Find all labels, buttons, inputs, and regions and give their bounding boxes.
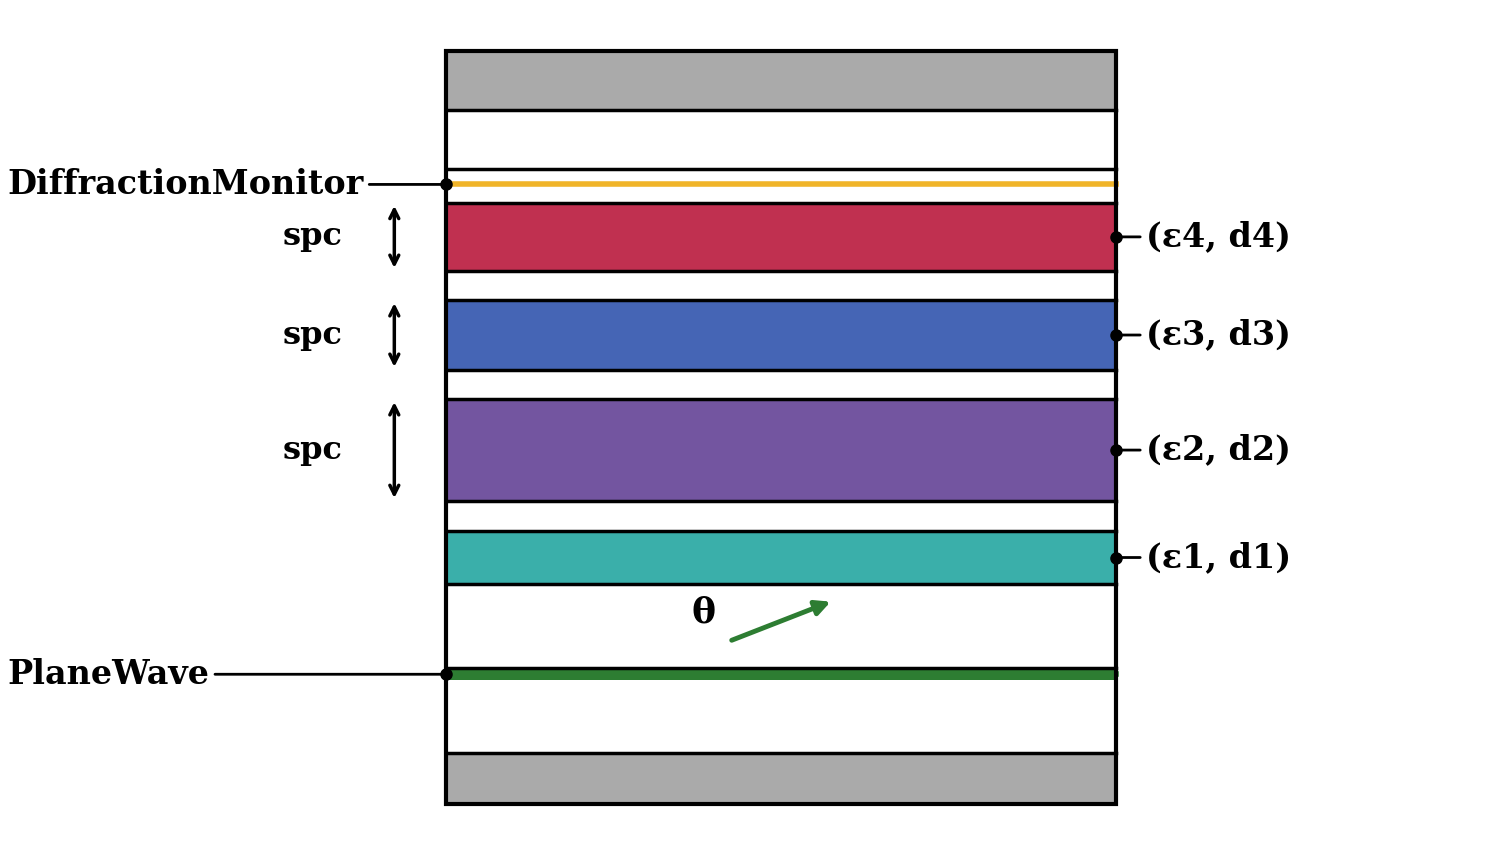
Bar: [446, 753, 1116, 804]
Bar: [446, 271, 1116, 300]
Bar: [446, 169, 1116, 203]
Text: (ε1, d1): (ε1, d1): [1119, 541, 1292, 574]
Text: DiffractionMonitor: DiffractionMonitor: [7, 168, 443, 201]
Text: spc: spc: [283, 435, 342, 465]
Bar: [446, 584, 1116, 668]
Bar: [446, 668, 1116, 680]
Text: (ε3, d3): (ε3, d3): [1119, 318, 1290, 352]
Bar: [446, 680, 1116, 753]
Text: θ: θ: [692, 596, 716, 629]
Text: spc: spc: [283, 222, 342, 252]
Text: (ε2, d2): (ε2, d2): [1119, 433, 1290, 467]
Bar: [446, 203, 1116, 271]
Text: (ε4, d4): (ε4, d4): [1119, 220, 1290, 254]
Text: spc: spc: [283, 320, 342, 350]
Bar: [446, 51, 1116, 804]
Bar: [446, 501, 1116, 531]
Bar: [446, 531, 1116, 584]
Bar: [446, 370, 1116, 399]
Text: PlaneWave: PlaneWave: [7, 657, 443, 691]
Bar: [446, 51, 1116, 110]
Bar: [446, 300, 1116, 370]
Bar: [446, 399, 1116, 501]
Bar: [446, 110, 1116, 169]
